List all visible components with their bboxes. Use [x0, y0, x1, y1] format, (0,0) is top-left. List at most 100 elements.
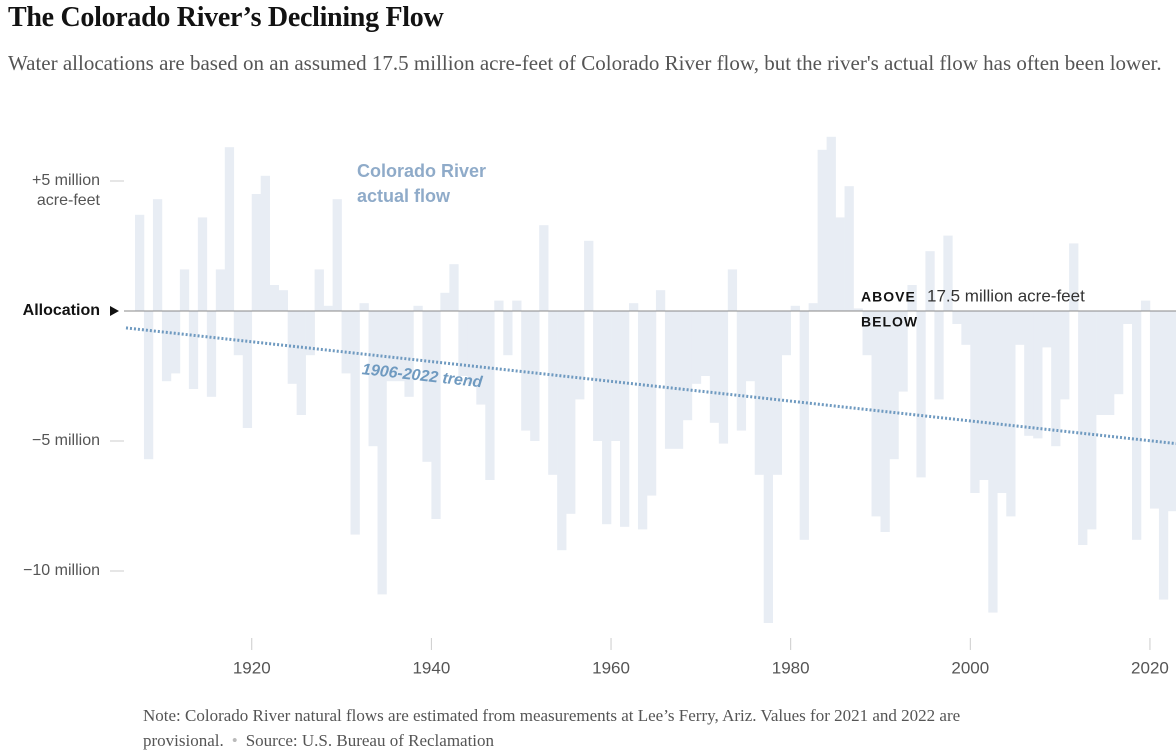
allocation-text: 17.5 million acre-feet	[927, 286, 1085, 305]
bar	[1158, 311, 1169, 600]
bar	[727, 269, 738, 311]
bar	[251, 194, 262, 311]
bar	[530, 311, 540, 441]
bar	[1024, 311, 1034, 436]
bar	[269, 285, 279, 311]
bar	[1006, 311, 1016, 517]
bar	[628, 303, 639, 311]
bar	[1167, 311, 1176, 512]
allocation-label: Allocation	[23, 302, 100, 319]
bar	[332, 199, 342, 311]
bar	[404, 311, 414, 397]
bar	[1015, 311, 1025, 345]
bar	[808, 303, 818, 311]
x-tick-label: 1920	[233, 658, 271, 677]
bar	[440, 292, 450, 311]
bar	[485, 311, 495, 480]
bar	[341, 311, 351, 374]
bar	[287, 311, 297, 384]
bar	[233, 311, 244, 356]
bar	[431, 311, 441, 519]
bar	[377, 311, 387, 595]
bar	[494, 300, 504, 311]
x-tick-label: 1980	[772, 658, 810, 677]
bar	[521, 311, 531, 431]
bar	[1042, 311, 1052, 348]
bar	[979, 311, 989, 480]
bar	[134, 214, 145, 311]
bar	[1105, 311, 1115, 415]
bar	[197, 217, 208, 311]
bar	[646, 311, 657, 496]
bar	[1087, 311, 1097, 530]
bar	[790, 305, 800, 311]
bar	[395, 311, 405, 382]
note: Note: Colorado River natural flows are e…	[143, 706, 961, 750]
bar	[700, 311, 711, 376]
x-tick-label: 1940	[412, 658, 450, 677]
bar	[584, 240, 594, 311]
bar	[476, 311, 486, 405]
bar	[961, 311, 971, 345]
bar	[682, 311, 693, 421]
x-tick-label: 2000	[951, 658, 989, 677]
bar	[898, 311, 908, 392]
bar	[1060, 311, 1070, 400]
bar	[224, 147, 235, 311]
bar	[772, 311, 782, 475]
y-axis-unit: acre-feet	[36, 192, 100, 209]
bar	[1033, 311, 1043, 439]
chart-subtitle: Water allocations are based on an assume…	[8, 51, 1162, 75]
bar	[655, 290, 666, 311]
bar	[1078, 311, 1088, 545]
bar	[215, 269, 226, 311]
below-label: BELOW	[861, 314, 918, 330]
bar	[170, 311, 181, 374]
bar	[997, 311, 1007, 493]
bar	[718, 311, 729, 444]
bar	[152, 199, 163, 311]
bar	[242, 311, 253, 428]
bar	[817, 149, 827, 311]
bar	[691, 311, 702, 384]
bar	[862, 311, 872, 356]
source: Source: U.S. Bureau of Reclamation	[245, 731, 495, 750]
bar	[1123, 311, 1133, 324]
bar	[512, 300, 522, 311]
bar	[943, 235, 953, 311]
bar	[548, 311, 558, 475]
bar	[278, 290, 288, 311]
bar	[673, 311, 684, 449]
bar	[296, 311, 306, 415]
bar	[323, 305, 333, 311]
y-tick-label: −5 million	[32, 432, 100, 449]
bar	[799, 311, 809, 540]
bar	[664, 311, 675, 449]
bar	[593, 311, 603, 441]
bar	[763, 311, 774, 623]
series-label: Colorado River actual flow	[357, 161, 487, 206]
bar	[161, 311, 172, 382]
bar	[260, 175, 271, 311]
allocation-arrow	[110, 306, 119, 316]
above-label: ABOVE	[861, 289, 916, 305]
bar	[826, 136, 836, 311]
bar	[853, 308, 863, 311]
bar	[1140, 300, 1151, 311]
bar	[781, 311, 791, 356]
bar	[449, 264, 459, 311]
bar	[539, 225, 549, 311]
trend-line	[125, 326, 1176, 446]
bar	[637, 311, 648, 530]
bar	[889, 311, 899, 460]
bar	[611, 311, 621, 441]
bar	[916, 311, 926, 478]
bar	[736, 311, 747, 431]
bar	[566, 311, 576, 514]
y-tick-label: +5 million	[32, 172, 100, 189]
bar	[1069, 243, 1079, 311]
bar	[934, 311, 944, 400]
bar	[575, 311, 585, 400]
